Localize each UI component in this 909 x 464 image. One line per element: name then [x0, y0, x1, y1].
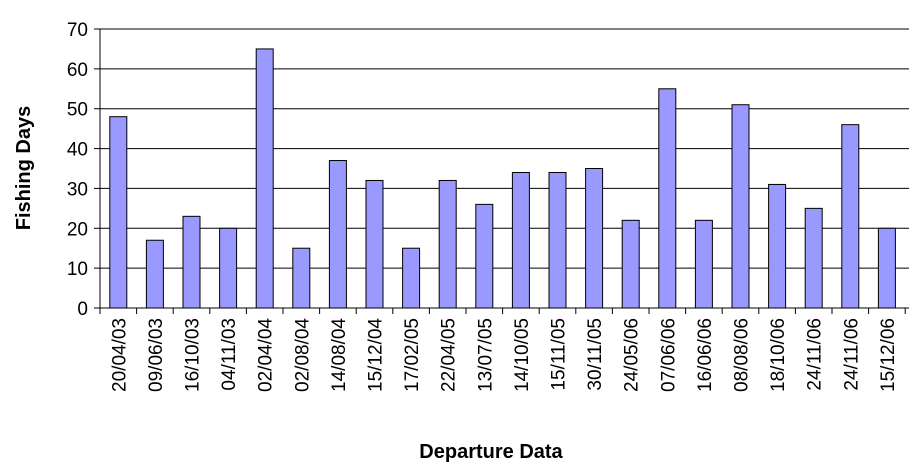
bar: [402, 247, 421, 309]
bar: [621, 219, 640, 309]
x-tick-label: 07/06/06: [658, 318, 679, 392]
x-tick-label: 24/05/06: [622, 318, 643, 392]
x-tick-label: 20/04/03: [109, 318, 130, 392]
bar: [877, 227, 896, 309]
bar: [109, 116, 128, 309]
x-tick-label: 04/11/03: [219, 318, 240, 391]
y-tick-label: 0: [77, 299, 88, 320]
x-tick-label: 13/07/05: [475, 318, 496, 392]
y-tick-label: 70: [67, 20, 88, 41]
bars: [109, 48, 896, 309]
y-tick-label: 50: [67, 100, 88, 121]
x-tick-label: 15/12/04: [366, 318, 387, 392]
x-tick-label: 14/08/04: [329, 318, 350, 392]
bar: [182, 215, 201, 309]
y-tick-label: 40: [67, 140, 88, 161]
y-tick-label: 10: [67, 259, 88, 280]
bar: [548, 171, 567, 309]
x-tick-label: 22/04/05: [439, 318, 460, 392]
bar: [145, 239, 164, 309]
bar: [731, 104, 750, 309]
bar: [804, 207, 823, 309]
bar: [768, 183, 787, 309]
bar: [219, 227, 238, 309]
x-tick-label: 09/06/03: [146, 318, 167, 392]
x-tick-label: 24/11/06: [805, 318, 826, 391]
bar: [255, 48, 274, 309]
bar: [585, 168, 604, 309]
x-tick-label: 02/04/04: [256, 318, 277, 392]
bar: [658, 88, 677, 309]
y-axis-title: Fishing Days: [13, 106, 35, 230]
x-tick-label: 02/08/04: [292, 318, 313, 392]
bar: [694, 219, 713, 309]
x-tick-label: 30/11/05: [585, 318, 606, 391]
bar: [365, 179, 384, 309]
x-axis-title: Departure Data: [419, 441, 563, 463]
bar: [511, 171, 530, 309]
x-tick-label: 15/11/05: [549, 318, 570, 391]
y-tick-label: 60: [67, 60, 88, 81]
x-tick-label: 16/06/06: [695, 318, 716, 392]
bar: [438, 179, 457, 309]
bar: [475, 203, 494, 309]
x-tick-label: 08/08/06: [732, 318, 753, 392]
x-tick-label: 15/12/06: [878, 318, 899, 392]
x-tick-label: 18/10/06: [768, 318, 789, 392]
bar: [328, 160, 347, 309]
x-tick-labels: 20/04/03 09/06/03 16/10/03 04/11/03 02/04/04…: [109, 318, 899, 392]
y-tick-label: 30: [67, 179, 88, 200]
bar: [292, 247, 311, 309]
y-tick-labels: 0 10 20 30 40 50 60 70: [67, 20, 88, 320]
x-tick-label: 16/10/03: [183, 318, 204, 392]
axes: [94, 28, 909, 314]
x-tick-label: 17/02/05: [402, 318, 423, 392]
x-tick-label: 14/10/05: [512, 318, 533, 392]
y-tick-label: 20: [67, 219, 88, 240]
bar: [841, 124, 860, 309]
x-tick-label: 24/11/06: [841, 318, 862, 391]
